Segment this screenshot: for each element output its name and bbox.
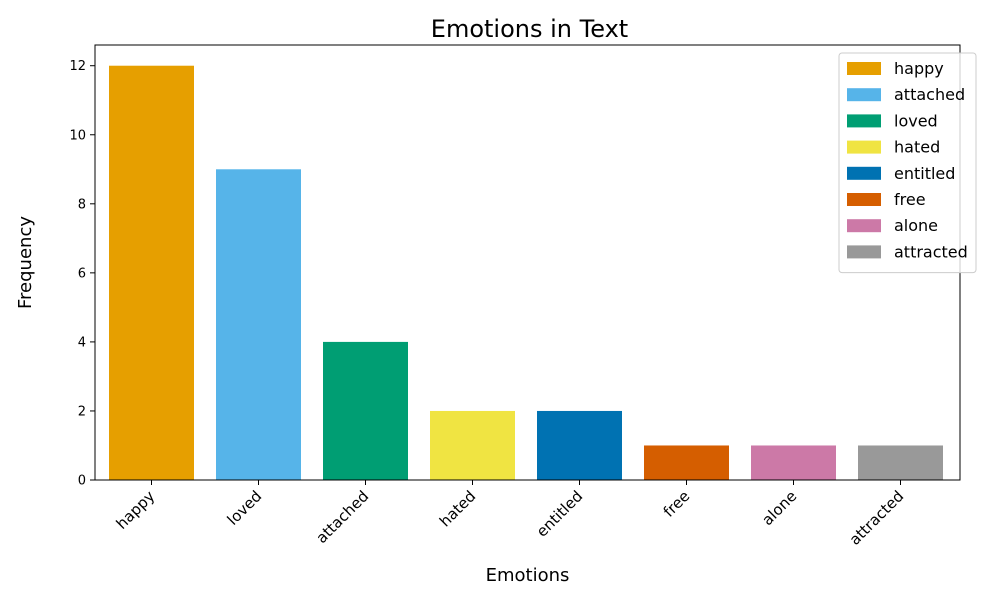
bar-hated [430, 410, 515, 480]
y-tick-label: 8 [78, 197, 86, 212]
x-axis-label: Emotions [486, 565, 570, 586]
legend-swatch-free [847, 193, 881, 206]
legend-label-free: free [894, 190, 926, 209]
legend-label-entitled: entitled [894, 164, 955, 183]
bar-happy [109, 65, 194, 480]
legend-swatch-happy [847, 62, 881, 75]
legend-label-loved: loved [894, 111, 938, 130]
bar-attached [323, 341, 408, 480]
y-tick-label: 2 [78, 404, 86, 419]
legend-label-attached: attached [894, 85, 965, 104]
legend-swatch-hated [847, 140, 881, 154]
legend-swatch-entitled [847, 166, 881, 180]
legend-frame [838, 52, 977, 274]
legend-label-attracted: attracted [894, 242, 968, 261]
y-axis-label: Frequency [15, 216, 36, 309]
legend-label-hated: hated [894, 138, 940, 157]
legend-swatch-attracted [847, 245, 881, 259]
bar-alone [751, 445, 836, 480]
y-tick-label: 4 [78, 335, 86, 350]
legend-swatch-attached [847, 88, 881, 102]
y-tick-label: 6 [78, 266, 86, 281]
bar-loved [216, 169, 301, 481]
bar-free [644, 445, 729, 480]
legend: happy attached loved hated entitled free alone… [838, 52, 977, 274]
bar-attracted [858, 445, 943, 480]
y-tick-label: 10 [69, 128, 86, 143]
y-tick-label: 0 [78, 474, 86, 489]
legend-label-alone: alone [894, 216, 938, 235]
legend-swatch-alone [847, 219, 881, 233]
legend-label-happy: happy [894, 59, 944, 78]
legend-swatch-loved [847, 114, 881, 128]
y-axis: 0 2 4 6 8 10 12 [69, 59, 95, 489]
chart-title: Emotions in Text [431, 15, 628, 43]
y-tick-label: 12 [69, 59, 86, 74]
bar-entitled [537, 410, 622, 480]
bars-group [109, 65, 943, 481]
